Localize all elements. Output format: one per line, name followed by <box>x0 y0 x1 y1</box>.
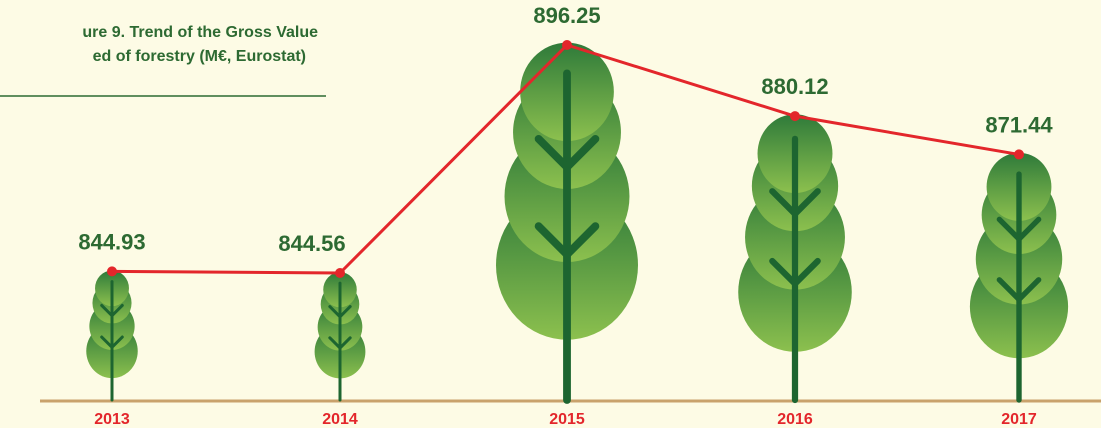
chart-title: ed of forestry (M€, Eurostat) <box>93 48 306 65</box>
branch <box>100 335 124 350</box>
chart-title: ure 9. Trend of the Gross Value <box>82 24 318 41</box>
data-label: 871.44 <box>985 112 1053 137</box>
x-tick-label: 2014 <box>322 411 358 428</box>
tree <box>969 152 1069 403</box>
branch <box>534 222 600 261</box>
x-tick-label: 2016 <box>777 411 813 428</box>
tree <box>738 114 852 404</box>
trees <box>86 42 1069 404</box>
branch <box>328 336 352 351</box>
point <box>790 111 800 122</box>
point <box>335 268 345 278</box>
branch <box>534 134 600 173</box>
tree <box>86 270 138 402</box>
branch <box>769 188 821 219</box>
tree <box>314 272 366 402</box>
data-label: 844.93 <box>78 229 145 254</box>
branch <box>328 305 352 319</box>
branch <box>996 277 1042 304</box>
point <box>1014 149 1024 160</box>
point <box>107 266 117 277</box>
data-label: 880.12 <box>761 74 828 99</box>
branch <box>996 216 1042 243</box>
series: 844.93 844.56 896.25 880.12 871.44 <box>78 3 1053 278</box>
x-tick-label: 2013 <box>94 411 130 428</box>
tree <box>496 42 638 404</box>
x-tick-label: 2017 <box>1001 411 1037 428</box>
data-label: 896.25 <box>533 3 600 28</box>
x-tick-label: 2015 <box>549 411 585 428</box>
branch <box>100 303 124 318</box>
data-label: 844.56 <box>278 231 345 256</box>
point <box>562 40 572 50</box>
branch <box>769 257 821 289</box>
